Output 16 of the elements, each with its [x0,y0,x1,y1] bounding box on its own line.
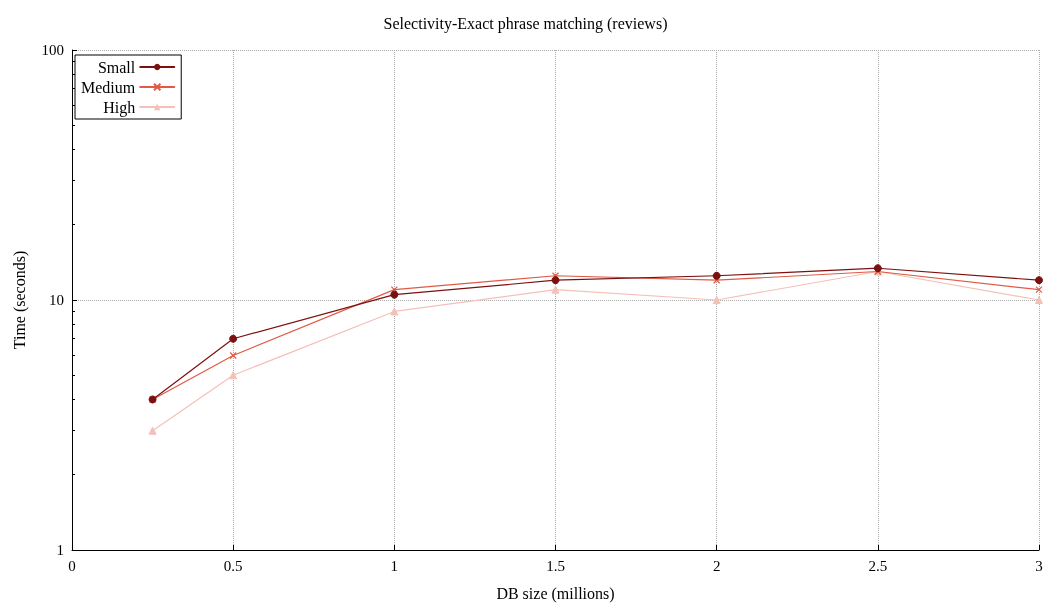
x-tick-label: 2 [712,557,721,574]
x-tick-label: 1.5 [546,557,565,574]
legend-label: High [103,98,136,117]
y-tick-label: 10 [49,292,64,308]
y-axis-title: Time (seconds) [10,250,29,350]
legend-label: Small [97,58,136,76]
x-tick-label: 0 [68,557,76,574]
y-tick-label: 1 [56,542,64,558]
x-tick-label: 0.5 [223,557,243,574]
y-tick-label: 100 [41,42,64,58]
legend-label: Medium [81,78,136,96]
chart-title: Selectivity-Exact phrase matching (reviews) [383,14,668,33]
x-tick-label: 3 [1035,557,1043,574]
x-tick-label: 1 [390,557,399,574]
x-axis-title: DB size (millions) [496,584,615,603]
x-tick-label: 2.5 [868,557,888,574]
